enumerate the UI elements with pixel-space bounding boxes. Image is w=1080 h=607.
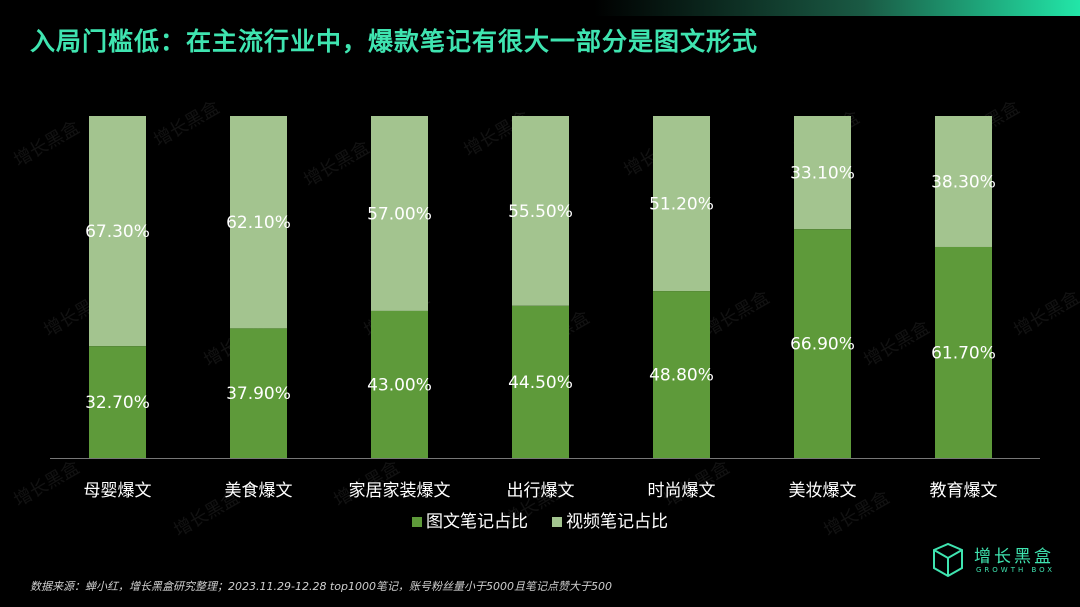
bar-image-text-0 xyxy=(89,346,146,458)
data-label-image-text-0: 32.70% xyxy=(85,393,150,413)
bar-video-3 xyxy=(512,116,569,306)
category-label-3: 出行爆文 xyxy=(507,481,575,501)
data-label-video-0: 67.30% xyxy=(85,222,150,242)
brand-name: 增长黑盒 xyxy=(974,547,1054,567)
data-label-video-6: 38.30% xyxy=(931,172,996,192)
bar-image-text-1 xyxy=(230,328,287,458)
brand-logo: 增长黑盒 GROWTH BOX xyxy=(928,542,1058,582)
data-label-image-text-5: 66.90% xyxy=(790,335,855,355)
bar-video-1 xyxy=(230,116,287,329)
brand-subtitle: GROWTH BOX xyxy=(976,566,1056,574)
category-label-4: 时尚爆文 xyxy=(648,481,716,501)
data-label-video-3: 55.50% xyxy=(508,202,573,222)
data-label-video-2: 57.00% xyxy=(367,204,432,224)
legend-swatch-1 xyxy=(552,517,562,527)
legend-swatch-0 xyxy=(412,517,422,527)
bar-image-text-6 xyxy=(935,246,992,458)
bar-image-text-4 xyxy=(653,291,710,458)
bar-image-text-3 xyxy=(512,305,569,458)
category-label-6: 教育爆文 xyxy=(930,481,998,501)
data-label-image-text-4: 48.80% xyxy=(649,366,714,386)
bar-video-4 xyxy=(653,116,710,292)
legend-label-0: 图文笔记占比 xyxy=(426,512,528,532)
bar-video-0 xyxy=(89,116,146,347)
data-label-image-text-1: 37.90% xyxy=(226,384,291,404)
bar-image-text-5 xyxy=(794,229,851,458)
category-label-5: 美妆爆文 xyxy=(789,481,857,501)
data-label-image-text-3: 44.50% xyxy=(508,373,573,393)
category-label-1: 美食爆文 xyxy=(225,481,293,501)
data-label-image-text-6: 61.70% xyxy=(931,343,996,363)
cube-logo-icon xyxy=(933,542,963,578)
top-accent-bar xyxy=(0,0,1080,16)
source-note: 数据来源：蝉小红，增长黑盒研究整理；2023.11.29-12.28 top10… xyxy=(30,580,612,593)
data-label-video-5: 33.10% xyxy=(790,164,855,184)
page-title: 入局门槛低：在主流行业中，爆款笔记有很大一部分是图文形式 xyxy=(30,27,759,56)
bar-video-5 xyxy=(794,116,851,230)
bar-image-text-2 xyxy=(371,310,428,458)
data-label-video-4: 51.20% xyxy=(649,195,714,215)
bar-video-6 xyxy=(935,116,992,247)
data-label-image-text-2: 43.00% xyxy=(367,375,432,395)
category-label-2: 家居家装爆文 xyxy=(349,481,451,501)
bar-video-2 xyxy=(371,116,428,311)
legend-label-1: 视频笔记占比 xyxy=(566,512,668,532)
data-label-video-1: 62.10% xyxy=(226,213,291,233)
category-label-0: 母婴爆文 xyxy=(84,481,152,501)
